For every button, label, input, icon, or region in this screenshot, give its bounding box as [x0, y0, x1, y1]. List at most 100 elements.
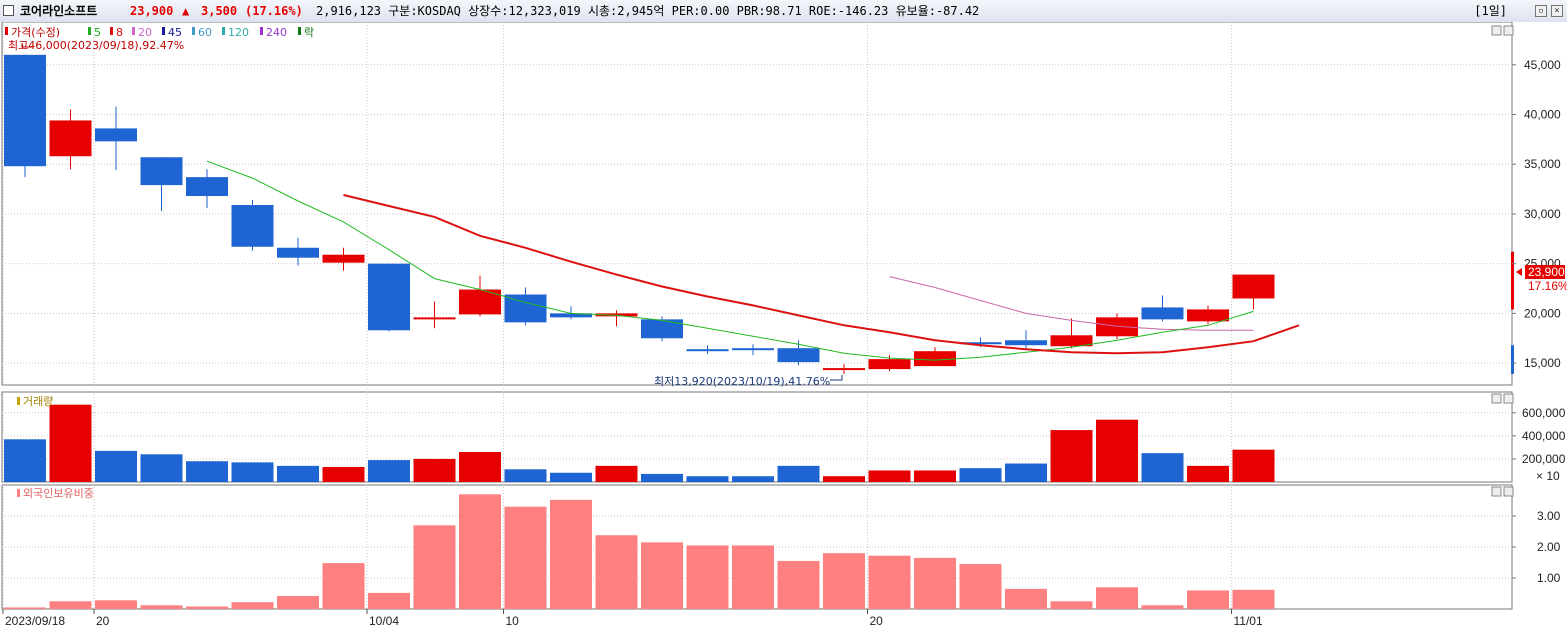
ma-legend-swatch	[132, 27, 135, 35]
pane-border	[1, 22, 1513, 386]
volume-bar	[322, 467, 365, 482]
candle-body	[277, 247, 319, 258]
price-tick-label: 15,000	[1524, 356, 1561, 370]
foreign-bar	[777, 560, 820, 609]
low-annotation: 최저13,920(2023/10/19),41.76%	[654, 375, 830, 388]
ma-legend-swatch	[88, 27, 91, 35]
volume-bar	[231, 462, 274, 482]
ma-legend-label: 20	[138, 26, 152, 39]
stock-stats: 2,916,123 구분:KOSDAQ 상장수:12,323,019 시총:2,…	[316, 4, 980, 18]
foreign-bar	[459, 494, 501, 609]
foreign-bar	[95, 600, 137, 609]
date-label: 10	[506, 614, 520, 628]
date-label: 2023/09/18	[5, 614, 65, 628]
ma-legend-label: 5	[94, 26, 101, 39]
foreign-bar	[322, 563, 365, 609]
foreign-bar	[277, 595, 319, 609]
volume-bar	[277, 465, 319, 482]
candle-body	[49, 120, 92, 157]
volume-bar	[95, 450, 137, 482]
candle-body	[1005, 340, 1047, 346]
foreign-pane	[4, 494, 1275, 609]
close-icon[interactable]: ×	[1551, 5, 1563, 17]
volume-pane	[4, 404, 1275, 482]
date-label: 20	[96, 614, 110, 628]
candle-body	[641, 319, 683, 339]
candle-body	[550, 313, 592, 318]
volume-bar	[1232, 449, 1275, 482]
select-checkbox[interactable]	[3, 5, 14, 16]
foreign-bar	[732, 545, 774, 609]
minimize-icon[interactable]: ▫	[1535, 5, 1547, 17]
ma-legend-swatch	[192, 27, 195, 35]
price-tick-label: 40,000	[1524, 107, 1561, 121]
candle-body	[231, 204, 274, 247]
candle-body	[504, 294, 547, 323]
volume-bar	[1141, 453, 1184, 482]
foreign-bar	[4, 607, 46, 609]
volume-bar	[413, 458, 456, 482]
ma-legend-swatch	[222, 27, 225, 35]
candle-body	[1187, 309, 1229, 322]
price-pane	[4, 54, 1514, 374]
ma-legend-swatch	[298, 27, 301, 35]
foreign-bar	[1096, 587, 1138, 609]
candle-body	[1096, 317, 1138, 337]
candle-body	[1141, 307, 1184, 320]
volume-bar	[49, 404, 92, 482]
volume-bar	[368, 460, 410, 482]
candle-body	[959, 342, 1002, 345]
volume-bar	[641, 473, 683, 482]
change-rate: (17.16%)	[245, 4, 303, 18]
foreign-bar	[504, 506, 547, 609]
foreign-pane-minimize-icon[interactable]	[1491, 486, 1502, 497]
foreign-bar	[413, 525, 456, 609]
candle-body	[777, 348, 820, 363]
candle-body	[413, 317, 456, 320]
price-change: 3,500	[201, 4, 238, 18]
foreign-bar	[231, 602, 274, 609]
up-arrow-icon: ▲	[182, 4, 190, 18]
current-rate-label: 17.16%	[1528, 279, 1567, 293]
ma-legend-swatch	[162, 27, 165, 35]
volume-legend: 거래량	[23, 395, 53, 408]
current-price-label: 23,900	[1528, 265, 1565, 279]
stock-name: 코어라인소프트	[20, 4, 98, 18]
foreign-bar	[140, 605, 183, 609]
foreign-legend: 외국인보유비중	[23, 487, 94, 500]
date-label: 11/01	[1234, 614, 1263, 628]
stock-chart: 15,00020,00025,00030,00035,00040,00045,0…	[0, 22, 1567, 630]
period-button[interactable]: [1일]	[1474, 4, 1507, 18]
volume-bar	[1005, 463, 1047, 482]
volume-bar	[959, 468, 1002, 482]
price-tick-label: 30,000	[1524, 207, 1561, 221]
foreign-pane-close-icon[interactable]	[1503, 486, 1514, 497]
ma-legend: 5 8 20 45 60 120 240 락	[88, 26, 314, 39]
ma-legend-swatch	[110, 27, 113, 35]
foreign-tick-label: 3.00	[1537, 509, 1561, 523]
price-pane-minimize-icon[interactable]	[1491, 25, 1502, 36]
price-pane-close-icon[interactable]	[1503, 25, 1514, 36]
foreign-tick-label: 1.00	[1537, 571, 1561, 585]
volume-pane-minimize-icon[interactable]	[1491, 393, 1502, 404]
foreign-bar	[914, 557, 956, 609]
foreign-bar	[368, 592, 410, 609]
candle-body	[732, 348, 774, 351]
volume-bar	[140, 454, 183, 482]
candle-body	[1232, 274, 1275, 299]
foreign-bar	[686, 545, 729, 609]
ma120-line	[889, 276, 1254, 331]
candle-body	[595, 313, 638, 317]
candle-body	[823, 368, 865, 371]
volume-bar	[732, 476, 774, 482]
volume-bar	[595, 465, 638, 482]
volume-pane-close-icon[interactable]	[1503, 393, 1514, 404]
candle-body	[4, 54, 46, 167]
candle-body	[186, 177, 228, 197]
volume-bar	[868, 470, 911, 482]
candle-body	[868, 359, 911, 370]
ma5-line	[206, 160, 1254, 361]
ma-legend-label: 45	[168, 26, 182, 39]
candle-body	[95, 128, 137, 142]
volume-tick-label: 400,000	[1522, 429, 1566, 443]
